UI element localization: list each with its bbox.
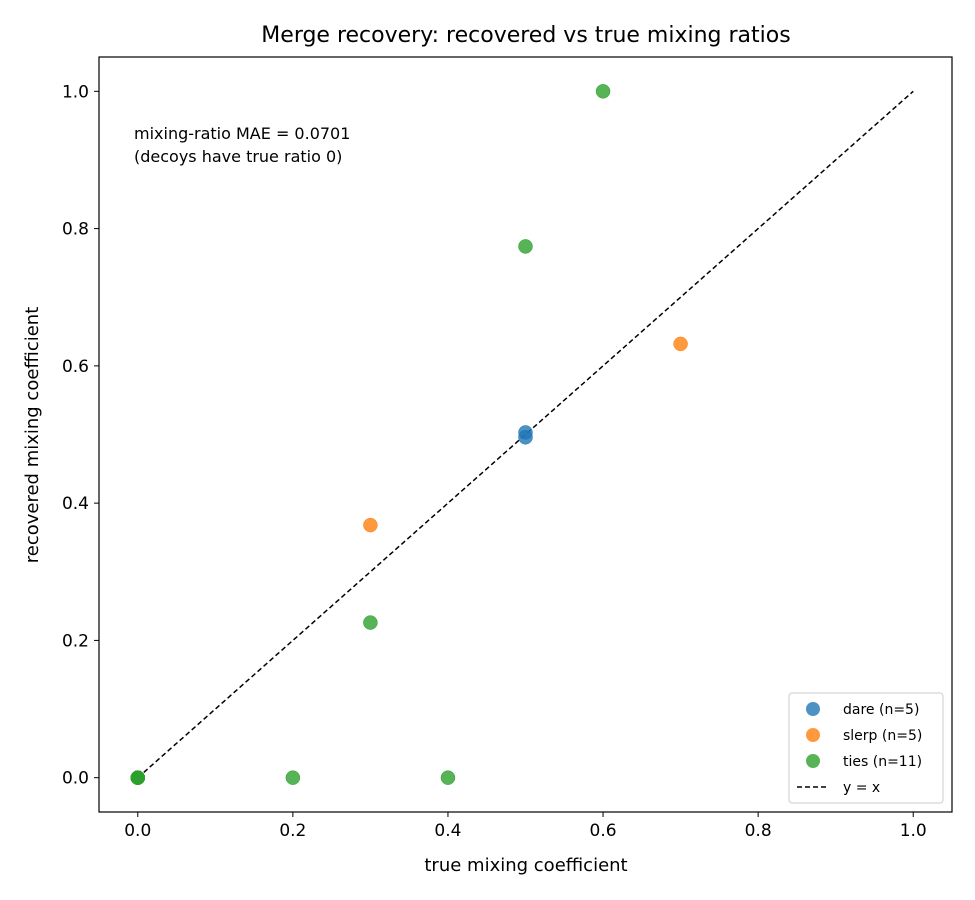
y-tick-label: 0.4 xyxy=(62,494,89,514)
x-tick-label: 0.0 xyxy=(124,821,151,841)
legend: dare (n=5) slerp (n=5) ties (n=11) y = x xyxy=(788,692,944,804)
annotation-line: (decoys have true ratio 0) xyxy=(134,147,342,166)
legend-label: slerp (n=5) xyxy=(843,728,922,744)
series-dare xyxy=(130,425,533,785)
data-point xyxy=(673,336,688,352)
reference-line-y-equals-x xyxy=(137,90,914,779)
plot-frame xyxy=(98,56,953,813)
data-point xyxy=(363,615,378,630)
x-tick-label: 0.8 xyxy=(745,821,772,841)
mae-annotation: mixing-ratio MAE = 0.0701 (decoys have tr… xyxy=(134,124,350,166)
y-tick-label: 0.0 xyxy=(62,769,89,789)
series-slerp xyxy=(130,336,688,785)
data-point xyxy=(440,770,456,785)
x-axis-label: true mixing coefficient xyxy=(424,855,627,876)
axes: 0.0 0.2 0.4 0.6 0.8 1.0 0.0 0.2 0.4 0.6 0.8 1.0 xyxy=(62,82,927,841)
series-ties xyxy=(130,84,611,785)
legend-marker xyxy=(806,702,820,716)
legend-box xyxy=(788,692,944,804)
data-point xyxy=(363,517,378,533)
data-point xyxy=(285,770,301,785)
legend-marker xyxy=(806,754,820,768)
data-point xyxy=(518,429,533,445)
legend-marker xyxy=(806,728,820,742)
y-tick-label: 0.2 xyxy=(62,631,89,651)
legend-label: ties (n=11) xyxy=(843,754,922,770)
y-tick-label: 1.0 xyxy=(62,82,89,102)
x-tick-label: 0.2 xyxy=(279,821,306,841)
data-point xyxy=(518,239,533,254)
legend-label: y = x xyxy=(843,780,880,796)
data-point xyxy=(595,84,611,99)
annotation-line: mixing-ratio MAE = 0.0701 xyxy=(134,124,350,143)
y-tick-label: 0.8 xyxy=(62,220,89,240)
x-tick-label: 0.4 xyxy=(434,821,461,841)
x-tick-label: 0.6 xyxy=(590,821,617,841)
chart-title: Merge recovery: recovered vs true mixing… xyxy=(261,23,790,48)
legend-label: dare (n=5) xyxy=(843,702,919,718)
x-tick-label: 1.0 xyxy=(900,821,927,841)
data-point xyxy=(130,770,146,785)
y-tick-label: 0.6 xyxy=(62,357,89,377)
y-axis-label: recovered mixing coefficient xyxy=(22,307,43,564)
plot-area xyxy=(130,84,914,785)
